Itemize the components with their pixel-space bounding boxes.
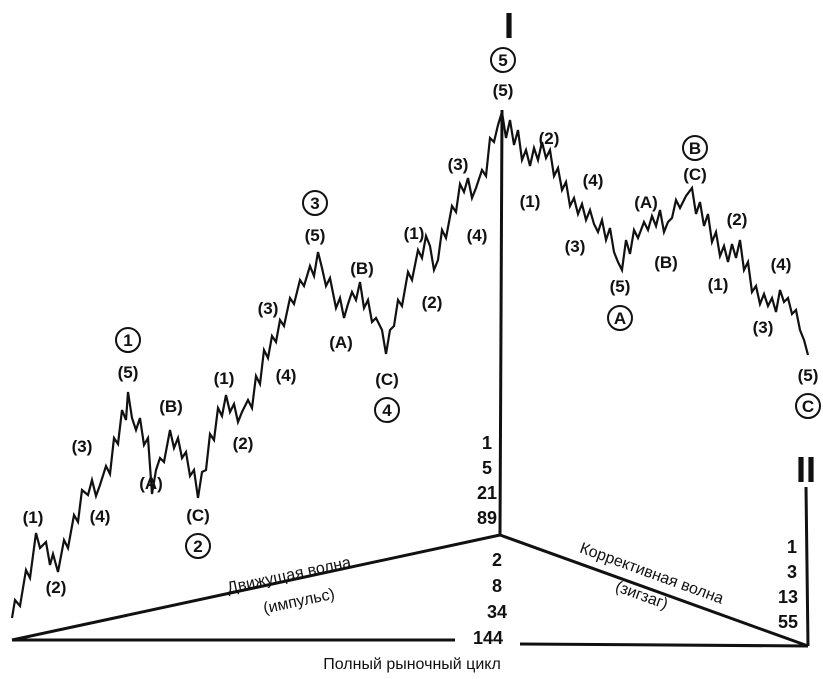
frame-right-vertical <box>804 486 810 647</box>
cycle-count-column: 2 8 34 144 <box>473 550 507 648</box>
label-w1-sub1: (1) <box>23 508 44 527</box>
cycle-count-2: 8 <box>492 576 502 596</box>
label-wB-subB: (B) <box>654 253 678 272</box>
label-w3-sub3: (3) <box>258 299 279 318</box>
label-w3-sub2: (2) <box>233 434 254 453</box>
circled-label-c: C <box>795 393 821 419</box>
svg-text:2: 2 <box>193 537 202 556</box>
svg-text:A: A <box>614 309 626 328</box>
correction-count-3: 13 <box>778 587 798 607</box>
label-w2-subC: (C) <box>186 506 210 525</box>
label-w2-subA: (A) <box>139 474 163 493</box>
label-wC-sub1: (1) <box>708 275 729 294</box>
svg-text:B: B <box>689 139 701 158</box>
label-w1-sub3: (3) <box>72 437 93 456</box>
label-w3-sub5: (5) <box>305 226 326 245</box>
cycle-count-1: 2 <box>492 550 502 570</box>
impulse-count-2: 5 <box>482 458 492 478</box>
svg-text:4: 4 <box>382 401 392 420</box>
label-w1-sub2: (2) <box>46 578 67 597</box>
label-w1-sub4: (4) <box>90 507 111 526</box>
svg-text:1: 1 <box>123 331 132 350</box>
label-w4-subA: (A) <box>329 333 353 352</box>
circled-label-a: A <box>607 305 633 331</box>
label-w4-subB: (B) <box>350 259 374 278</box>
circled-label-3: 3 <box>302 190 328 216</box>
frame-right-base <box>519 642 809 648</box>
degree-mark-i: I <box>504 5 514 46</box>
label-w3-sub4: (4) <box>276 366 297 385</box>
svg-text:C: C <box>802 397 814 416</box>
label-wB-subA: (A) <box>634 193 658 212</box>
impulse-count-3: 21 <box>477 483 497 503</box>
circled-label-2: 2 <box>185 533 211 559</box>
label-w5-sub2: (2) <box>422 293 443 312</box>
label-w5-sub3: (3) <box>448 155 469 174</box>
svg-text:5: 5 <box>498 51 507 70</box>
label-w1-sub5: (5) <box>118 363 139 382</box>
label-w4-subC: (C) <box>375 370 399 389</box>
label-wA-sub4: (4) <box>583 171 604 190</box>
svg-text:3: 3 <box>310 194 319 213</box>
impulse-count-column: 1 5 21 89 <box>477 433 497 528</box>
correction-count-column: 1 3 13 55 <box>778 537 798 632</box>
circled-label-1: 1 <box>115 327 141 353</box>
label-wA-sub3: (3) <box>565 237 586 256</box>
impulse-count-4: 89 <box>477 508 497 528</box>
correction-count-2: 3 <box>787 562 797 582</box>
label-wC-sub2: (2) <box>727 210 748 229</box>
label-wA-sub5: (5) <box>610 277 631 296</box>
label-w5-sub5: (5) <box>493 81 514 100</box>
label-wC-sub5: (5) <box>798 366 819 385</box>
impulse-count-1: 1 <box>482 433 492 453</box>
degree-mark-ii: II <box>796 449 816 490</box>
label-wC-sub3: (3) <box>753 318 774 337</box>
circled-label-5: 5 <box>490 47 516 73</box>
full-cycle-caption: Полный рыночный цикл <box>323 656 501 673</box>
label-wC-sub4: (4) <box>771 255 792 274</box>
correction-count-4: 55 <box>778 612 798 632</box>
cycle-frame <box>11 109 810 648</box>
frame-peak-vertical <box>498 109 504 536</box>
cycle-count-4: 144 <box>473 628 503 648</box>
label-w5-sub4: (4) <box>467 226 488 245</box>
cycle-count-3: 34 <box>487 602 507 622</box>
label-w5-sub1: (1) <box>404 224 425 243</box>
label-wB-subC: (C) <box>683 165 707 184</box>
label-w3-sub1: (1) <box>214 369 235 388</box>
frame-corrective-diagonal <box>499 533 809 648</box>
wave-line <box>10 111 810 619</box>
correction-count-1: 1 <box>787 537 797 557</box>
impulse-caption: (импульс) <box>262 586 337 618</box>
label-wA-sub2: (2) <box>539 129 560 148</box>
label-w2-subB: (B) <box>159 397 183 416</box>
circled-label-b: B <box>682 135 708 161</box>
frame-motive-diagonal <box>11 533 501 642</box>
circled-label-4: 4 <box>374 397 400 423</box>
label-wA-sub1: (1) <box>520 192 541 211</box>
